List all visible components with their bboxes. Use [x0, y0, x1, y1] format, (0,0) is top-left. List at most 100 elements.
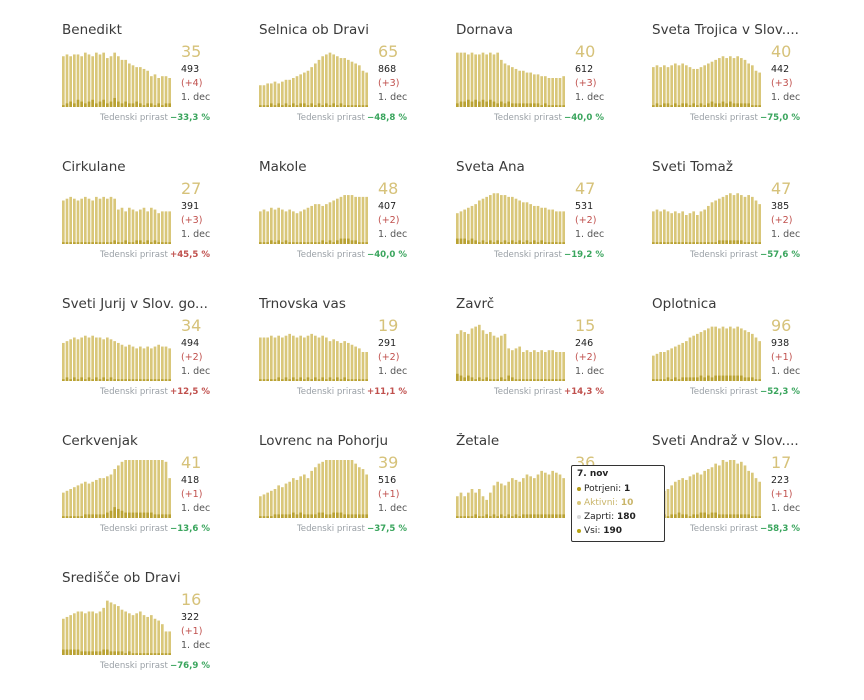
- growth-label: Tedenski prirast: [297, 524, 365, 534]
- municipality-card[interactable]: Trnovska vas 19 291 (+2) 1. dec Tedenski prir…: [255, 296, 451, 426]
- bar: [540, 350, 543, 381]
- sparkline-chart[interactable]: [652, 186, 762, 246]
- bar-confirmed: [161, 653, 164, 655]
- bar-confirmed: [525, 103, 529, 108]
- sparkline-chart[interactable]: [259, 323, 369, 383]
- municipality-card[interactable]: Oplotnica 96 938 (+1) 1. dec Tedenski prirast…: [648, 296, 844, 426]
- bar-confirmed: [91, 242, 94, 244]
- bar-confirmed: [555, 105, 558, 107]
- municipality-card[interactable]: Cirkulane 27 391 (+3) 1. dec Tedenski prirast…: [58, 159, 254, 289]
- bar: [710, 202, 714, 244]
- bar: [91, 56, 94, 107]
- bar-confirmed: [544, 242, 547, 244]
- bar: [135, 348, 138, 382]
- municipality-card[interactable]: Sveta Trojica v Slov.... 40 442 (+3) 1. dec T…: [648, 22, 844, 152]
- municipality-card[interactable]: Zavrč 15 246 (+2) 1. dec Tedenski prirast +14,…: [452, 296, 648, 426]
- growth-label: Tedenski prirast: [690, 113, 758, 123]
- municipality-title: Oplotnica: [652, 296, 717, 312]
- municipality-card[interactable]: Središče ob Dravi 16 322 (+1) 1. dec Tedenski…: [58, 570, 254, 700]
- bar-confirmed: [157, 379, 160, 381]
- municipality-card[interactable]: Cerkvenjak 41 418 (+1) 1. dec Tedenski priras…: [58, 433, 254, 563]
- sparkline-chart[interactable]: [652, 323, 762, 383]
- bar-confirmed: [533, 240, 536, 245]
- bar: [474, 326, 477, 382]
- bar-confirmed: [533, 379, 536, 381]
- bar: [350, 195, 354, 244]
- bar-confirmed: [659, 379, 662, 381]
- bar-confirmed: [102, 242, 105, 244]
- sparkline-chart[interactable]: [62, 49, 172, 109]
- bar-confirmed: [736, 103, 739, 108]
- bar-confirmed: [142, 242, 146, 244]
- bar-confirmed: [740, 240, 743, 245]
- bar-confirmed: [153, 514, 157, 519]
- bar-confirmed: [106, 649, 109, 655]
- bar-confirmed: [281, 105, 284, 107]
- bar: [314, 335, 317, 381]
- bar-confirmed: [317, 379, 321, 381]
- sparkline-chart[interactable]: [456, 49, 566, 109]
- municipality-card[interactable]: Dornava 40 612 (+3) 1. dec Tedenski prirast −4…: [452, 22, 648, 152]
- bar-confirmed: [470, 516, 474, 518]
- sparkline-chart[interactable]: [456, 323, 566, 383]
- bar-confirmed: [485, 377, 488, 382]
- bar-confirmed: [551, 105, 554, 107]
- sparkline-chart[interactable]: [62, 460, 172, 520]
- bar: [281, 487, 284, 518]
- bar-confirmed: [76, 516, 80, 518]
- bar: [102, 478, 105, 519]
- municipality-card[interactable]: Žetale 36: [452, 433, 648, 563]
- bar: [503, 485, 507, 519]
- bar: [533, 478, 536, 519]
- bar: [758, 341, 761, 382]
- bar-confirmed: [113, 507, 116, 519]
- municipality-card[interactable]: Sveti Tomaž 47 385 (+2) 1. dec Tedenski prira…: [648, 159, 844, 289]
- municipality-card[interactable]: Sveti Jurij v Slov. go... 34 494 (+2) 1. dec…: [58, 296, 254, 426]
- bar-confirmed: [500, 101, 503, 107]
- bar-confirmed: [332, 103, 335, 108]
- bar-confirmed: [710, 242, 714, 244]
- sparkline-chart[interactable]: [456, 186, 566, 246]
- bar-confirmed: [135, 512, 138, 518]
- sparkline-chart[interactable]: [62, 597, 172, 657]
- bar: [361, 469, 365, 518]
- tooltip-label: Zaprti:: [584, 512, 615, 522]
- bar: [62, 492, 65, 519]
- bar-confirmed: [321, 105, 324, 107]
- municipality-card[interactable]: Benedikt 35 493 (+4) 1. dec Tedenski prirast −…: [58, 22, 254, 152]
- bar: [168, 348, 171, 382]
- bar: [266, 337, 269, 381]
- municipality-card[interactable]: Sveti Andraž v Slov.... 17 223 (+1) 1. dec Te…: [648, 433, 844, 563]
- bar: [710, 326, 714, 382]
- last-date: 1. dec: [181, 640, 211, 651]
- bar-confirmed: [314, 514, 317, 519]
- bar: [84, 481, 87, 518]
- bar-confirmed: [80, 651, 83, 656]
- bar: [62, 342, 65, 381]
- sparkline-chart[interactable]: [259, 460, 369, 520]
- sparkline-chart[interactable]: [62, 323, 172, 383]
- bar-confirmed: [522, 514, 525, 519]
- bar: [262, 337, 266, 381]
- sparkline-chart[interactable]: [62, 186, 172, 246]
- municipality-card[interactable]: Selnica ob Dravi 65 868 (+3) 1. dec Tedenski …: [255, 22, 451, 152]
- sparkline-chart[interactable]: [652, 49, 762, 109]
- bar: [128, 207, 131, 244]
- bar: [511, 67, 514, 108]
- sparkline-chart[interactable]: [259, 186, 369, 246]
- bar: [120, 461, 124, 518]
- municipality-card[interactable]: Lovrenc na Pohorju 39 516 (+1) 1. dec Tedensk…: [255, 433, 451, 563]
- bar-confirmed: [120, 510, 124, 518]
- bar-confirmed: [688, 377, 692, 382]
- sparkline-chart[interactable]: [259, 49, 369, 109]
- bar-confirmed: [106, 103, 109, 108]
- sparkline-chart[interactable]: [456, 460, 566, 520]
- aktivni-dot-icon: [577, 500, 581, 505]
- municipality-card[interactable]: Sveta Ana 47 531 (+2) 1. dec Tedenski prirast…: [452, 159, 648, 289]
- municipality-card[interactable]: Makole 48 407 (+2) 1. dec Tedenski prirast −40…: [255, 159, 451, 289]
- bar: [478, 324, 481, 381]
- last-date: 1. dec: [378, 229, 408, 240]
- bar-confirmed: [95, 242, 98, 244]
- sparkline-chart[interactable]: [652, 460, 762, 520]
- bar-confirmed: [306, 105, 310, 107]
